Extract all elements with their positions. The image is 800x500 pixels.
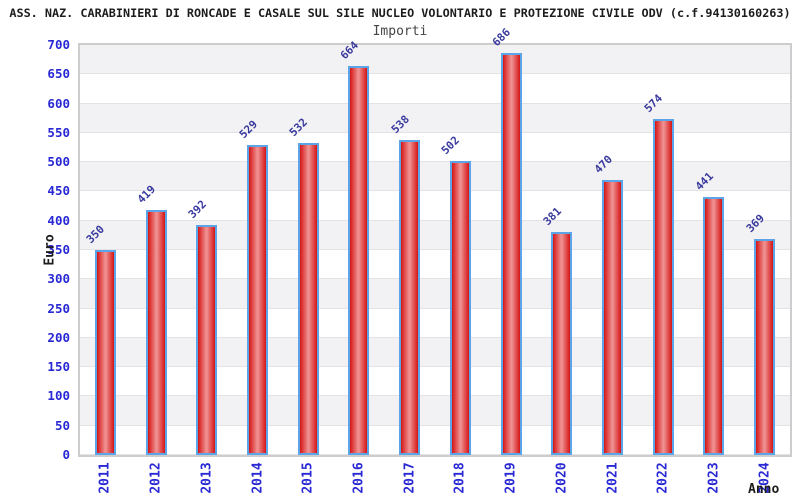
x-tick-label-2019: 2019 xyxy=(503,462,519,494)
plot-band xyxy=(80,425,790,455)
y-tick-label-350: 350 xyxy=(47,242,70,257)
y-tick-label-100: 100 xyxy=(47,388,70,404)
x-tick-label-2015: 2015 xyxy=(300,462,316,494)
y-tick-label-450: 450 xyxy=(47,183,70,199)
bar-2011 xyxy=(94,250,116,455)
bar-2022 xyxy=(652,118,674,455)
y-tick-label-400: 400 xyxy=(47,212,70,228)
bar-2016 xyxy=(348,66,370,455)
y-axis-label: Euro xyxy=(42,234,58,266)
x-axis-ticks: 2011 2012 2013 2014 2015 2016 2017 2018 2019 2020… xyxy=(80,455,790,500)
bar-2013 xyxy=(196,225,218,455)
bar-2024 xyxy=(754,238,776,455)
plot-band xyxy=(80,279,790,309)
x-tick-label-2016: 2016 xyxy=(351,462,367,494)
x-tick-label-2021: 2021 xyxy=(605,462,620,494)
y-tick-label-500: 500 xyxy=(47,154,70,170)
x-tick-label-2020: 2020 xyxy=(554,462,570,494)
bar-2017 xyxy=(399,139,421,455)
plot-band xyxy=(80,45,790,75)
plot-band xyxy=(80,396,790,426)
y-tick-label-150: 150 xyxy=(47,359,70,375)
bar-2020 xyxy=(551,231,573,455)
page-title: ASS. NAZ. CARABINIERI DI RONCADE E CASAL… xyxy=(9,6,791,20)
plot-band xyxy=(80,220,790,250)
y-tick-label-650: 650 xyxy=(47,66,70,82)
y-tick-label-50: 50 xyxy=(54,417,70,433)
y-tick-label-700: 700 xyxy=(47,37,70,52)
plot-band xyxy=(80,250,790,280)
y-tick-label-250: 250 xyxy=(47,300,70,316)
x-tick-label-2011: 2011 xyxy=(97,462,113,494)
plot-band xyxy=(80,162,790,192)
plot-band xyxy=(80,103,790,133)
chart-subtitle: Importi xyxy=(372,24,428,39)
bar-2019 xyxy=(500,53,522,455)
y-tick-label-600: 600 xyxy=(47,95,70,111)
x-tick-label-2017: 2017 xyxy=(402,462,418,494)
x-tick-label-2018: 2018 xyxy=(452,462,468,494)
y-axis-ticks: 0 50 100 150 200 250 300 350 400 450 500 550 600 650 7… xyxy=(0,37,74,462)
bar-2021 xyxy=(602,179,623,455)
bar-2012 xyxy=(145,209,167,455)
x-axis-label: Anno xyxy=(748,482,780,497)
bar-2018 xyxy=(449,160,471,455)
x-tick-label-2013: 2013 xyxy=(199,462,215,494)
x-tick-label-2022: 2022 xyxy=(655,462,671,494)
x-tick-label-2014: 2014 xyxy=(250,462,265,494)
plot-band xyxy=(80,308,790,338)
bar-2014 xyxy=(247,145,268,455)
plot-band xyxy=(80,191,790,221)
plot-band xyxy=(80,132,790,163)
y-tick-label-200: 200 xyxy=(47,329,70,345)
x-tick-label-2012: 2012 xyxy=(148,462,164,494)
plot-band xyxy=(80,74,790,104)
y-tick-label-550: 550 xyxy=(47,124,70,140)
y-tick-label-0: 0 xyxy=(62,447,70,462)
plot-area: 350 419 392 529 532 664 538 502 686 381 470 574 441 3… xyxy=(78,26,792,457)
bar-2023 xyxy=(703,196,725,455)
y-tick-label-300: 300 xyxy=(47,271,70,287)
plot-band xyxy=(80,367,790,397)
plot-band xyxy=(80,337,790,368)
bar-2015 xyxy=(297,143,319,455)
x-tick-label-2023: 2023 xyxy=(706,462,722,494)
